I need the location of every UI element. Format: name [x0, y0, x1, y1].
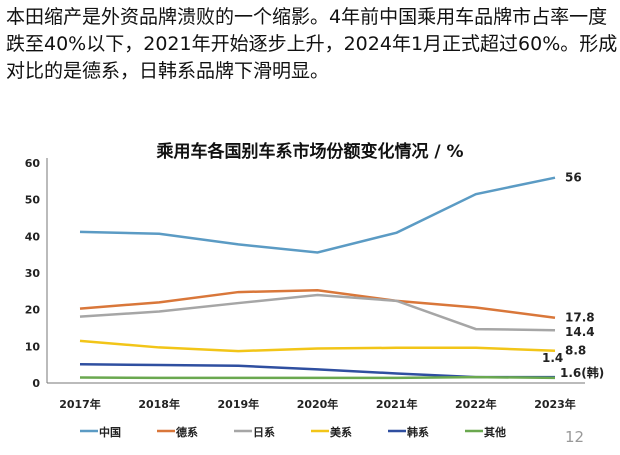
end-data-label: 8.8	[565, 344, 586, 358]
x-tick-label: 2017年	[59, 397, 101, 411]
y-tick-label: 20	[25, 304, 41, 317]
x-tick-label: 2020年	[297, 397, 339, 411]
legend-label: 日系	[253, 425, 275, 439]
y-tick-label: 0	[32, 377, 40, 390]
legend-label: 美系	[330, 425, 352, 439]
series-line-其他	[79, 375, 556, 380]
end-data-label: 1.4	[542, 351, 563, 365]
end-data-label: 1.6(韩)	[560, 365, 604, 380]
series-line-中国	[79, 176, 556, 254]
series-line-日系	[79, 293, 556, 332]
end-data-label: 17.8	[565, 311, 595, 325]
x-tick-label: 2023年	[534, 397, 576, 411]
series-line-美系	[79, 339, 556, 353]
legend-label: 其他	[484, 425, 506, 439]
x-tick-label: 2019年	[218, 397, 260, 411]
x-tick-label: 2022年	[455, 397, 497, 411]
x-tick-label: 2021年	[376, 397, 418, 411]
intro-text: 本田缩产是外资品牌溃败的一个缩影。4年前中国乘用车品牌市占率一度跌至40%以下，…	[6, 6, 618, 82]
y-tick-label: 40	[25, 230, 41, 243]
end-data-label: 56	[565, 171, 582, 185]
legend-label: 德系	[175, 425, 198, 439]
legend-label: 韩系	[407, 425, 429, 439]
y-tick-label: 30	[25, 267, 41, 280]
series-line-韩系	[79, 363, 555, 379]
y-tick-label: 10	[25, 340, 41, 353]
y-tick-label: 50	[25, 194, 41, 207]
chart-title: 乘用车各国别车系市场份额变化情况 / %	[155, 141, 463, 162]
page-number: 12	[565, 428, 585, 446]
x-tick-label: 2018年	[138, 397, 180, 411]
legend-label: 中国	[99, 425, 121, 439]
end-data-label: 14.4	[565, 325, 595, 339]
series-line-德系	[79, 288, 556, 319]
y-tick-label: 60	[25, 157, 41, 170]
